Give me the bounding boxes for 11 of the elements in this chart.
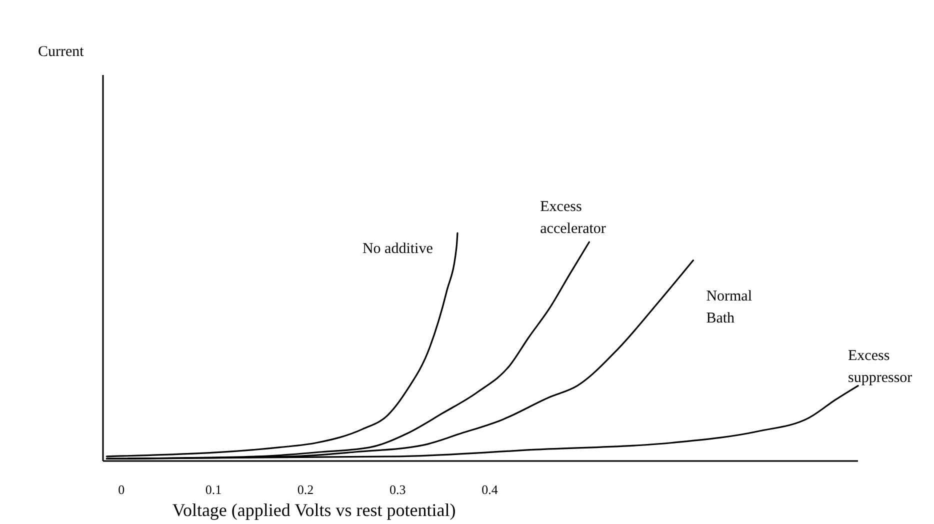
series-label: No additive — [362, 241, 434, 257]
x-tick-label: 0 — [118, 482, 125, 497]
x-tick-label: 0.4 — [482, 482, 498, 497]
x-tick-label: 0.2 — [297, 482, 314, 497]
series-label: Excess suppressor — [848, 348, 912, 386]
text: Current — [38, 44, 85, 60]
x-axis-title: Voltage (applied Volts vs rest potential) — [172, 500, 456, 520]
x-tick-label: 0.1 — [205, 482, 222, 497]
series-label: Excess accelerator — [540, 199, 606, 238]
series-label: Normal Bath — [706, 288, 752, 326]
x-tick-label: 0.3 — [390, 482, 406, 497]
